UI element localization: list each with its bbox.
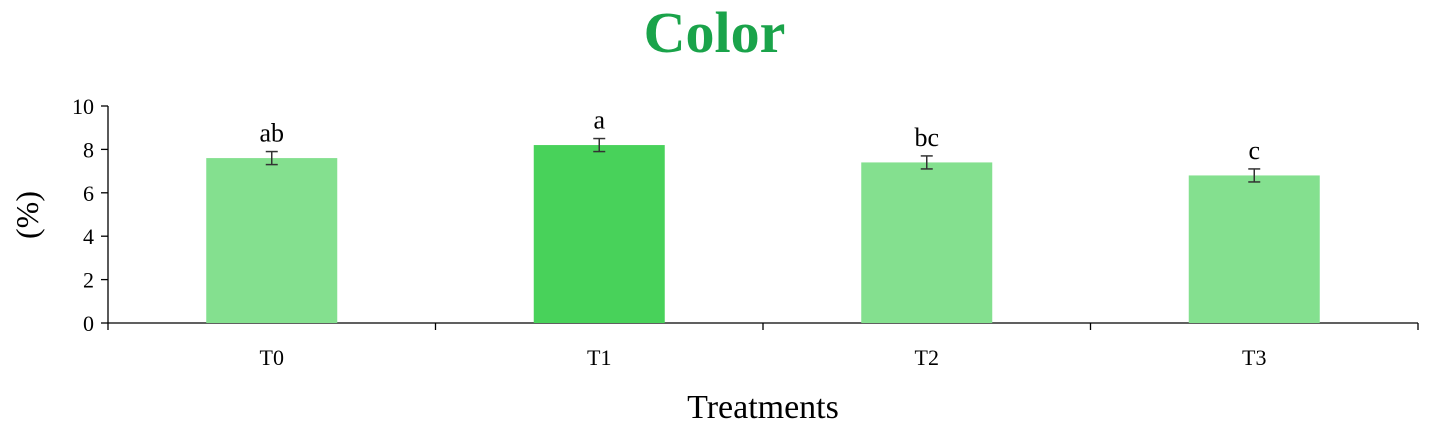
bar-t1 bbox=[533, 145, 665, 323]
x-axis: T0 T1 T2 T3 bbox=[107, 322, 1419, 370]
y-axis: 0 2 4 6 8 10 bbox=[72, 94, 109, 336]
chart-title: Color bbox=[643, 0, 786, 65]
y-axis-title: (%) bbox=[9, 191, 45, 239]
bar-t3 bbox=[1188, 175, 1320, 323]
y-tick-label: 0 bbox=[83, 311, 94, 336]
x-tick-label: T3 bbox=[1242, 345, 1266, 370]
y-tick-label: 8 bbox=[83, 137, 94, 162]
y-tick-label: 6 bbox=[83, 181, 94, 206]
x-tick-label: T1 bbox=[587, 345, 611, 370]
bar-t2 bbox=[861, 162, 993, 323]
error-bars bbox=[265, 137, 1261, 183]
bar-t0 bbox=[206, 158, 338, 323]
significance-labels: ab a bc c bbox=[259, 106, 1260, 165]
y-tick-label: 2 bbox=[83, 268, 94, 293]
significance-label: ab bbox=[259, 119, 284, 148]
bars bbox=[206, 145, 1320, 323]
y-tick-label: 10 bbox=[72, 94, 94, 119]
x-tick-label: T2 bbox=[915, 345, 939, 370]
x-axis-title: Treatments bbox=[687, 389, 839, 426]
significance-label: c bbox=[1248, 136, 1260, 165]
y-tick-label: 4 bbox=[83, 224, 94, 249]
significance-label: a bbox=[593, 106, 605, 135]
x-tick-label: T0 bbox=[260, 345, 284, 370]
significance-label: bc bbox=[914, 123, 939, 152]
